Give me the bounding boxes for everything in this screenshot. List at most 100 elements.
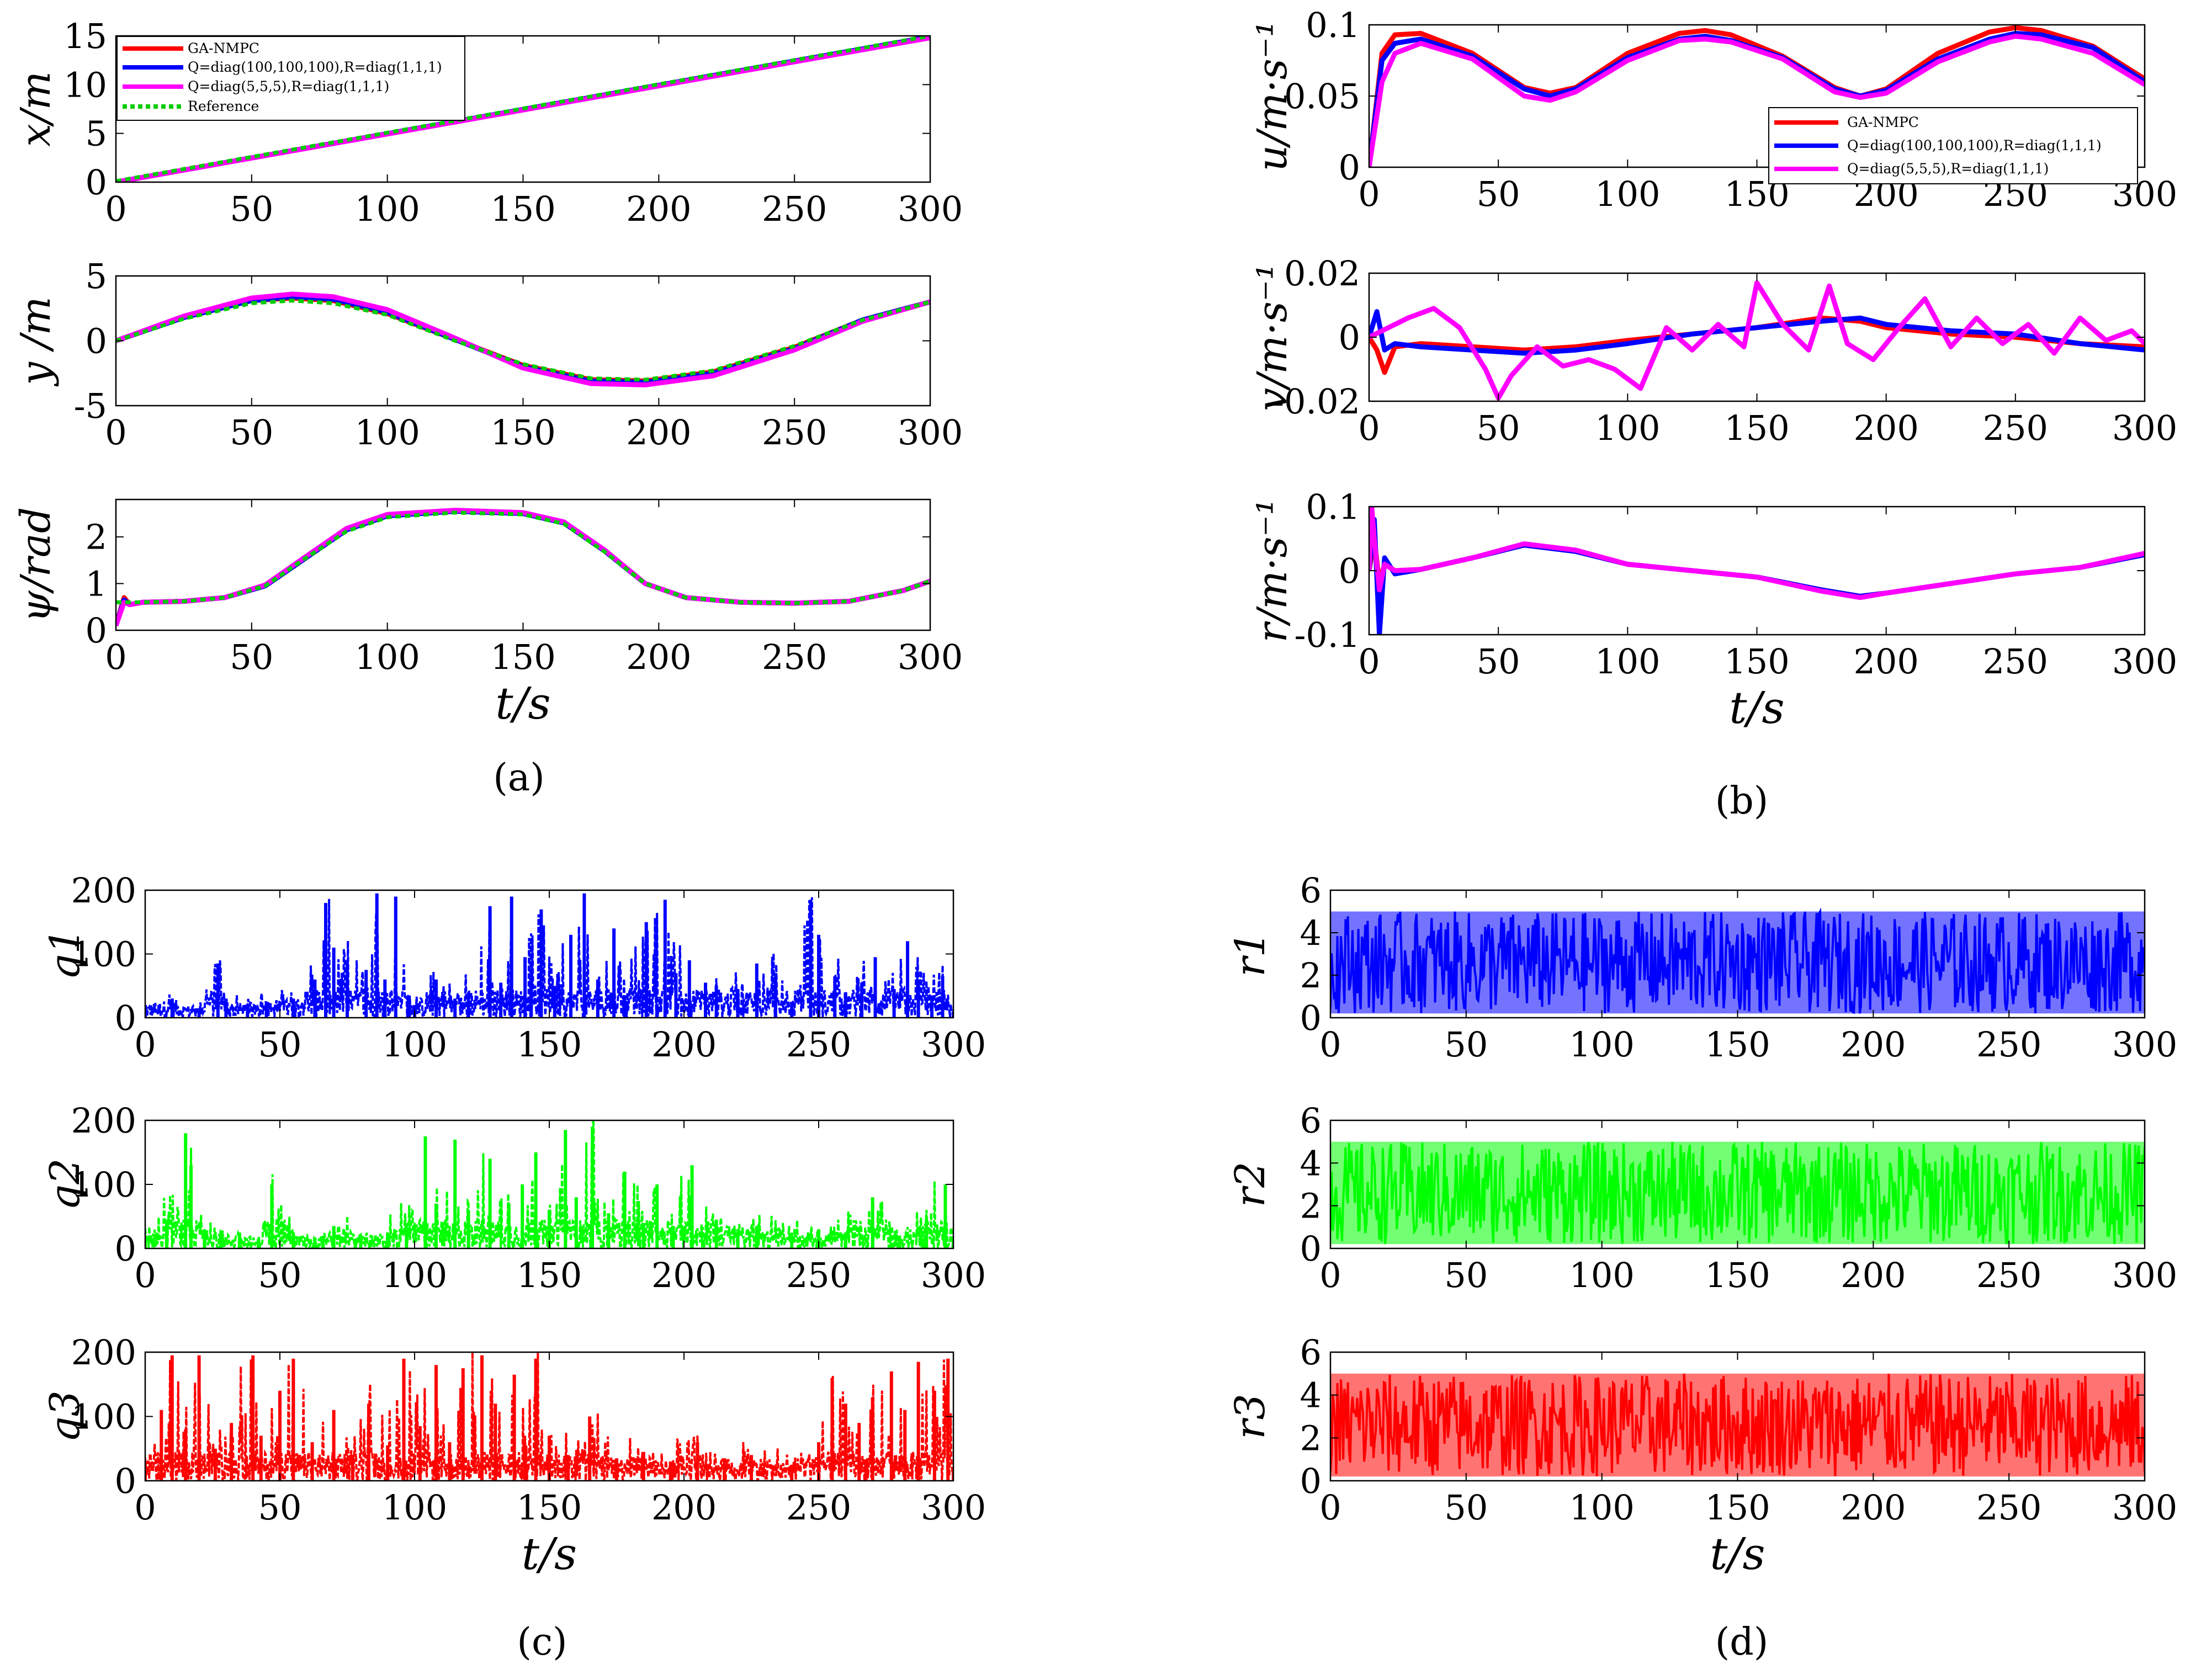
psi-xtick-label-50: 50 (230, 637, 273, 677)
q3-xtick-label-50: 50 (258, 1487, 302, 1528)
x-xtick-label-150: 150 (490, 189, 555, 229)
psi-series-ga-nmpc (116, 508, 930, 626)
v-xtick-label-250: 250 (1983, 408, 2048, 448)
q1-xtick-label-250: 250 (786, 1024, 851, 1065)
psi-series-reference (116, 511, 930, 605)
u-xtick-label-100: 100 (1595, 174, 1660, 214)
r3-ytick-label-0: 0 (1300, 1461, 1322, 1501)
chart-x-position: 0 50 100 150 200 250 300 0 5 10 15x/m (12, 16, 963, 229)
r3-xlabel: t/s (1710, 1528, 1765, 1580)
v-ytick-label-0.02: 0.02 (1284, 253, 1360, 294)
v-xtick-label-200: 200 (1853, 408, 1918, 448)
y-xtick-label-150: 150 (490, 412, 555, 453)
psi-xtick-label-0: 0 (105, 637, 126, 677)
legend-b: GA-NMPC Q=diag(100,100,100),R=diag(1,1,1… (1768, 107, 2138, 184)
q3-xlabel: t/s (522, 1528, 577, 1580)
x-xtick-label-300: 300 (898, 189, 963, 229)
r3-xtick-label-0: 0 (1319, 1487, 1341, 1528)
q2-xtick-label-0: 0 (134, 1255, 156, 1295)
r2-ytick-label-0: 0 (1300, 1229, 1322, 1269)
r2-ylabel: r2 (1227, 1162, 1274, 1207)
psi-ylabel: ψ/rad (12, 507, 60, 623)
r-xtick-label-300: 300 (2112, 641, 2177, 682)
y-ylabel: y /m (12, 296, 60, 386)
q3-xtick-label-100: 100 (382, 1487, 447, 1528)
legend-b-q100: Q=diag(100,100,100),R=diag(1,1,1) (1847, 137, 2102, 153)
q1-xtick-label-300: 300 (921, 1024, 986, 1065)
u-ytick-label-0.05: 0.05 (1284, 76, 1360, 116)
r-xtick-label-200: 200 (1853, 641, 1918, 682)
caption-d: (d) (1715, 1620, 1769, 1664)
y-series-reference (116, 299, 930, 382)
q3-ytick-label-200: 200 (71, 1332, 136, 1373)
r-series-q-diag-5-5-5-r-diag-1-1-1- (1369, 507, 2145, 600)
u-ylabel: u/m·s⁻¹ (1249, 21, 1296, 172)
q3-xtick-label-300: 300 (921, 1487, 986, 1528)
psi-series-q-diag-5-5-5-r-diag-1-1-1- (116, 508, 930, 626)
legend-b-q5: Q=diag(5,5,5),R=diag(1,1,1) (1847, 161, 2049, 177)
r-series-group (1369, 507, 2145, 635)
q2-series-q2-spikes (145, 1126, 953, 1248)
x-series-reference (116, 36, 930, 182)
r1-ytick-label-6: 6 (1300, 870, 1322, 911)
x-ytick-label-0: 0 (86, 162, 107, 203)
r2-xtick-label-300: 300 (2112, 1255, 2177, 1295)
psi-series-group (116, 508, 930, 626)
r1-xtick-label-250: 250 (1976, 1024, 2041, 1065)
r1-ytick-label-0: 0 (1300, 998, 1322, 1038)
q3-ylabel: q3 (41, 1390, 89, 1442)
y-xtick-label-100: 100 (354, 412, 420, 453)
x-xtick-label-200: 200 (626, 189, 691, 229)
r3-xtick-label-250: 250 (1976, 1487, 2041, 1528)
r-xtick-label-150: 150 (1724, 641, 1789, 682)
caption-b: (b) (1715, 779, 1769, 823)
r2-xtick-label-0: 0 (1319, 1255, 1341, 1295)
q3-xtick-label-0: 0 (134, 1487, 156, 1528)
q1-ytick-label-100: 100 (71, 934, 136, 975)
q1-xtick-label-200: 200 (651, 1024, 717, 1065)
q2-ytick-label-200: 200 (71, 1100, 136, 1141)
q1-series-group (145, 893, 953, 1018)
r3-series-r3-band (1330, 1373, 2145, 1477)
q1-xtick-label-50: 50 (258, 1024, 302, 1065)
q2-ytick-label-0: 0 (115, 1229, 136, 1269)
u-series-ga-nmpc (1369, 25, 2145, 167)
psi-xtick-label-300: 300 (898, 637, 963, 677)
q2-xtick-label-250: 250 (786, 1255, 851, 1295)
y-xtick-label-200: 200 (626, 412, 691, 453)
q3-series-q3-spikes (145, 1355, 953, 1481)
r-xtick-label-0: 0 (1358, 641, 1380, 682)
r3-series-group (1330, 1373, 2145, 1477)
chart-q2: 0 50 100 150 200 250 300 0 100 200 q2 (41, 1100, 986, 1295)
r1-ytick-label-4: 4 (1300, 913, 1322, 953)
psi-xtick-label-100: 100 (354, 637, 420, 677)
v-ylabel: v/m·s⁻¹ (1249, 263, 1296, 411)
x-xtick-label-250: 250 (762, 189, 827, 229)
x-xtick-label-50: 50 (230, 189, 273, 229)
q1-xtick-label-150: 150 (517, 1024, 582, 1065)
r-ylabel: r/m·s⁻¹ (1249, 499, 1296, 643)
u-xtick-label-0: 0 (1358, 174, 1380, 214)
r2-xtick-label-250: 250 (1976, 1255, 2041, 1295)
v-xtick-label-50: 50 (1477, 408, 1520, 448)
q3-xtick-label-200: 200 (651, 1487, 717, 1528)
v-ytick-label-0: 0 (1339, 317, 1360, 358)
r1-ytick-label-2: 2 (1300, 955, 1322, 996)
r2-series-group (1330, 1141, 2145, 1245)
r2-xtick-label-100: 100 (1569, 1255, 1634, 1295)
r-xtick-label-250: 250 (1983, 641, 2048, 682)
x-ytick-label-10: 10 (63, 65, 107, 105)
r-ytick-label-0.1: 0.1 (1306, 487, 1360, 527)
y-xtick-label-50: 50 (230, 412, 273, 453)
q3-xtick-label-150: 150 (517, 1487, 582, 1528)
psi-ytick-label-0: 0 (86, 610, 107, 651)
q3-xtick-label-250: 250 (786, 1487, 851, 1528)
y-xtick-label-300: 300 (898, 412, 963, 453)
v-xtick-label-300: 300 (2112, 408, 2177, 448)
r3-ytick-label-6: 6 (1300, 1332, 1322, 1373)
r3-xtick-label-300: 300 (2112, 1487, 2177, 1528)
